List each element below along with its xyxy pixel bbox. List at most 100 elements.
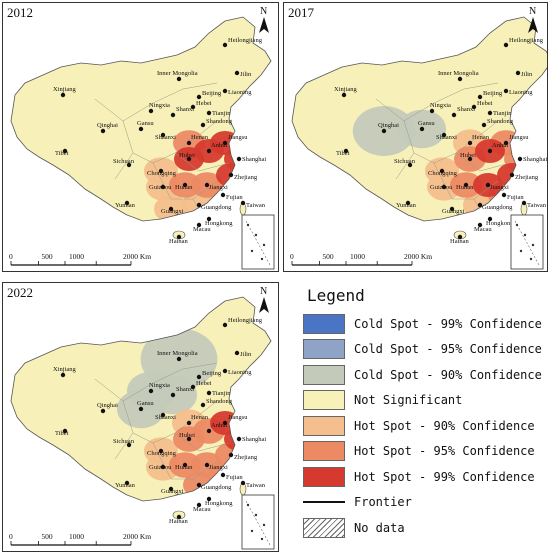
province-label: Hongkong (205, 500, 233, 507)
capital-dot (341, 92, 347, 98)
capital-dot (381, 128, 387, 134)
scale-tick-label: 2000 Km (123, 532, 151, 541)
capital-dot (176, 356, 182, 362)
capital-dot (200, 402, 206, 408)
legend-item: Not Significant (303, 388, 547, 414)
capital-dot (176, 234, 182, 240)
legend-label: Cold Spot - 90% Confidence (354, 367, 542, 382)
province-label: Guangxi (161, 208, 184, 215)
map-panel-2017: Heilongjiang Jilin Liaoning Inner Mongolia X… (283, 2, 548, 272)
capital-dot (200, 122, 206, 128)
province-label: Guangxi (442, 208, 465, 215)
scale-tick-label: 1000 (69, 532, 84, 541)
province-label: Shandong (206, 398, 233, 405)
province-label: Liaoning (228, 369, 252, 376)
capital-dot (503, 42, 509, 48)
capital-dot (485, 182, 491, 188)
province-label: Fujian (507, 194, 524, 201)
province-label: Shanghai (523, 156, 547, 163)
province-label: Anhui (211, 142, 227, 149)
capital-dot (449, 206, 455, 212)
capital-dot (100, 128, 106, 134)
province-label: Qinghai (97, 122, 118, 129)
legend-swatch (303, 390, 345, 411)
legend-item: Cold Spot - 90% Confidence (303, 362, 547, 388)
capital-dot (190, 384, 196, 390)
province-label: Hebei (196, 100, 212, 107)
capital-dot (138, 406, 144, 412)
capital-dot (62, 428, 68, 434)
province-label: Hunan (456, 184, 474, 191)
capital-dot (441, 132, 447, 138)
legend-item: Cold Spot - 95% Confidence (303, 337, 547, 363)
province-label: Yunnan (396, 202, 417, 209)
province-label: Heilongjiang (228, 317, 263, 324)
legend-label: Cold Spot - 99% Confidence (354, 316, 542, 331)
north-arrow-icon: N (259, 286, 269, 313)
province-label: Beijing (202, 90, 222, 97)
capital-dot (515, 70, 521, 76)
province-label: Liaoning (228, 89, 252, 96)
capital-dot (236, 156, 242, 162)
province-label: Shaanxi (155, 134, 176, 141)
capital-dot (206, 148, 212, 154)
legend-item-frontier: Frontier (303, 490, 547, 516)
capital-dot (196, 502, 202, 508)
capital-dot (124, 200, 130, 206)
scale-tick-label: 0 (9, 532, 13, 541)
capital-dot (124, 480, 130, 486)
north-label: N (260, 6, 267, 17)
legend-title: Legend (307, 286, 365, 305)
legend-label: No data (354, 520, 405, 535)
capital-dot (234, 350, 240, 356)
province-label: Hubei (179, 432, 195, 439)
province-label: Xinjiang (53, 86, 76, 93)
capital-dot (517, 156, 523, 162)
province-label: Guizhou (149, 184, 172, 191)
legend: Legend Cold Spot - 99% Confidence Cold Sp… (303, 284, 547, 551)
province-label: Liaoning (509, 89, 533, 96)
land-not-significant (11, 17, 271, 221)
province-label: Zhejiang (234, 174, 258, 181)
capital-dot (222, 88, 228, 94)
map-panel-2012: Heilongjiang Jilin Liaoning Inner Mongolia X… (2, 2, 279, 272)
province-label: Jilin (521, 71, 533, 78)
province-label: Hongkong (486, 220, 514, 227)
capital-dot (439, 168, 445, 174)
province-label: Heilongjiang (509, 37, 544, 44)
frontier-line (10, 16, 272, 222)
year-label: 2017 (288, 5, 314, 20)
province-label: Shandong (206, 118, 233, 125)
province-label: Tianjin (212, 390, 231, 397)
capital-dot (228, 172, 234, 178)
capital-dot (206, 496, 212, 502)
map-panel-2022: Heilongjiang Jilin Liaoning Inner Mongolia X… (2, 282, 279, 552)
capital-dot (220, 192, 226, 198)
capital-dot (457, 76, 463, 82)
capital-dot (521, 200, 527, 206)
capital-dot (60, 372, 66, 378)
province-label: Hainan (169, 518, 189, 525)
scale-bar: 0 500 1000 2000 Km (290, 252, 432, 266)
capital-dot (222, 42, 228, 48)
capital-dot (206, 216, 212, 222)
capital-dot (176, 76, 182, 82)
capital-dot (220, 472, 226, 478)
capital-dot (234, 70, 240, 76)
province-label: Shandong (487, 118, 514, 125)
legend-swatch (303, 466, 345, 487)
china-map: Heilongjiang Jilin Liaoning Inner Mongolia X… (10, 296, 272, 525)
capital-dot (126, 442, 132, 448)
capital-dot (451, 112, 457, 118)
province-label: Shanghai (242, 156, 266, 163)
capital-dot (168, 486, 174, 492)
scale-tick-label: 500 (41, 252, 53, 261)
province-label: Jilin (240, 351, 252, 358)
province-label: Hebei (196, 380, 212, 387)
province-label: Henan (472, 134, 490, 141)
province-label: Henan (191, 414, 209, 421)
capital-dot (204, 182, 210, 188)
province-borders (94, 362, 230, 498)
province-label: Yunnan (115, 482, 136, 489)
capital-dot (160, 412, 166, 418)
